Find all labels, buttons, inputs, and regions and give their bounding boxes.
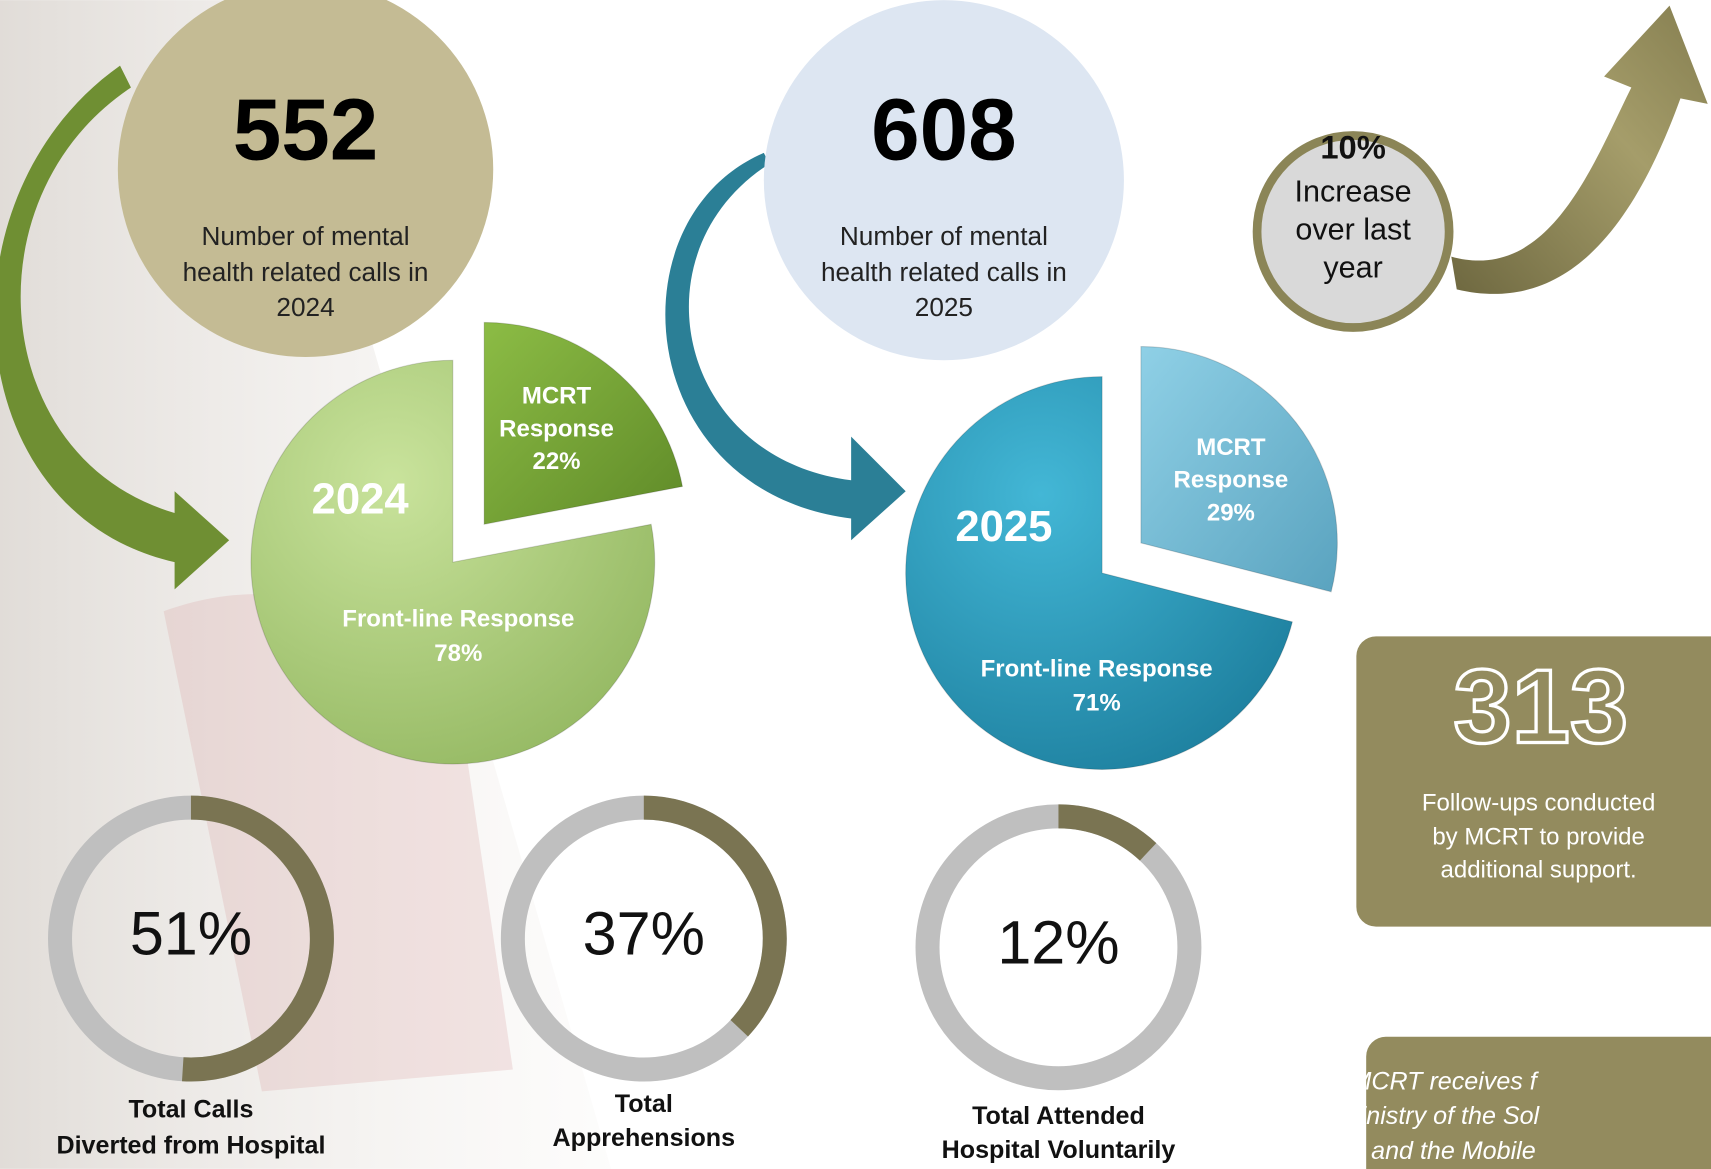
note-line: The MCRT receives f bbox=[1300, 1067, 1539, 1095]
slice-label: Front-line Response bbox=[981, 656, 1213, 683]
slice-label: Response bbox=[1174, 467, 1289, 494]
slice-value: 78% bbox=[434, 640, 482, 667]
increase-text: year bbox=[1323, 251, 1382, 285]
arrow-increase bbox=[1451, 6, 1707, 294]
page: { "year_stats": [ {"value": 552, "descri… bbox=[0, 0, 1711, 1169]
stat-number: 608 bbox=[871, 82, 1017, 179]
donut-arc bbox=[1058, 816, 1148, 851]
stat-description: 2024 bbox=[276, 292, 334, 322]
follow-up-number: 313 bbox=[1453, 649, 1628, 766]
infographic: 552 Number of mental health related calls … bbox=[0, 0, 1711, 1169]
follow-up-text: by MCRT to provide bbox=[1432, 824, 1645, 851]
donut-label: Total bbox=[615, 1090, 673, 1118]
stat-description: Number of mental bbox=[202, 221, 410, 251]
increase-value: 10% bbox=[1320, 128, 1386, 165]
donut-label: Total Calls bbox=[128, 1096, 253, 1124]
slice-label: Front-line Response bbox=[342, 605, 574, 632]
slice-value: 29% bbox=[1207, 499, 1255, 526]
slice-value: 71% bbox=[1073, 689, 1121, 716]
donut-value: 51% bbox=[130, 900, 252, 968]
note-line: Grant and the Mobile bbox=[1301, 1137, 1535, 1165]
donut-label: Apprehensions bbox=[553, 1124, 736, 1152]
donut-value: 12% bbox=[997, 908, 1119, 976]
donut-label: Hospital Voluntarily bbox=[942, 1136, 1176, 1164]
pie-year: 2025 bbox=[955, 502, 1052, 551]
stat-number: 552 bbox=[233, 82, 379, 179]
donut-value: 37% bbox=[583, 900, 705, 968]
donut-label: Diverted from Hospital bbox=[56, 1132, 325, 1160]
slice-label: MCRT bbox=[1196, 434, 1266, 461]
stat-description: 2025 bbox=[915, 292, 973, 322]
stat-description: Number of mental bbox=[840, 221, 1048, 251]
slice-label: Response bbox=[499, 415, 614, 442]
follow-up-text: Follow-ups conducted bbox=[1422, 790, 1655, 817]
stat-description: health related calls in bbox=[821, 257, 1067, 287]
note-line: the Ministry of the Sol bbox=[1298, 1102, 1541, 1130]
increase-text: Increase bbox=[1295, 174, 1412, 208]
donut-label: Total Attended bbox=[972, 1102, 1145, 1130]
slice-value: 22% bbox=[532, 448, 580, 475]
pie-year: 2024 bbox=[312, 475, 410, 524]
increase-text: over last bbox=[1295, 213, 1411, 247]
slice-label: MCRT bbox=[522, 383, 592, 410]
follow-up-text: additional support. bbox=[1441, 856, 1637, 883]
stat-description: health related calls in bbox=[183, 257, 429, 287]
